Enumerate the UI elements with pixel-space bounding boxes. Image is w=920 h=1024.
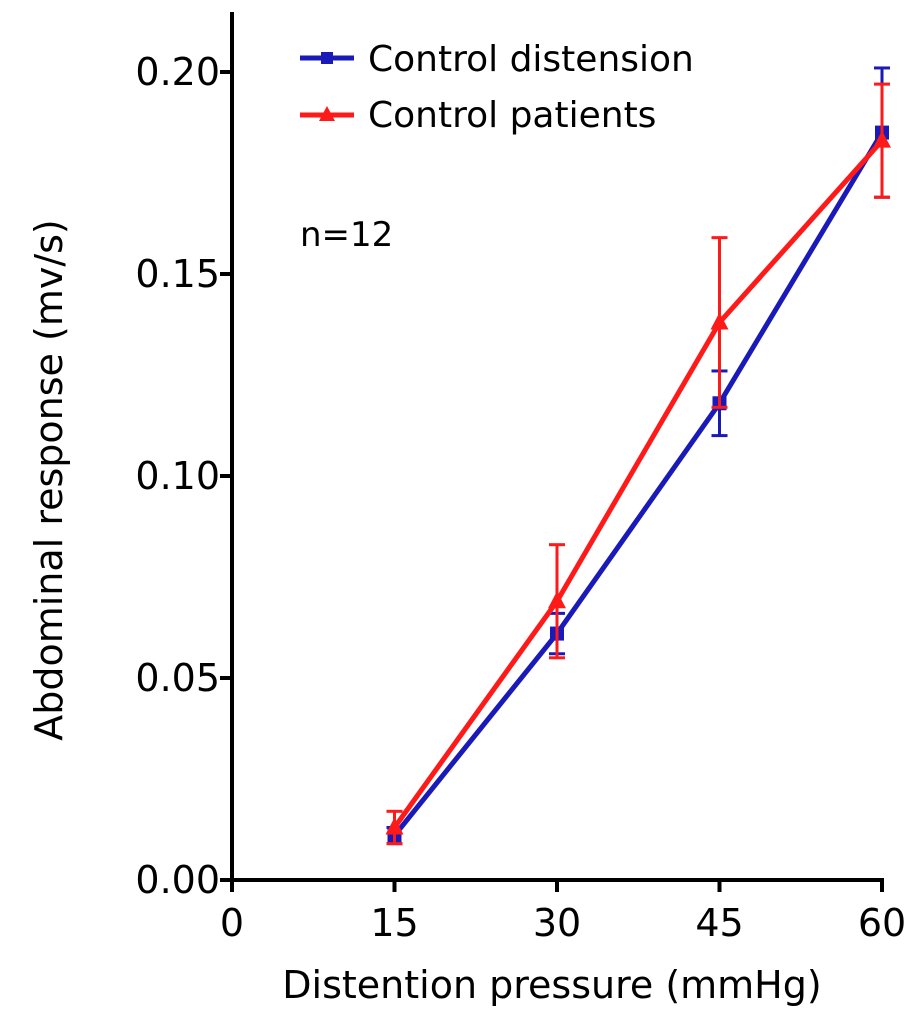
x-ticks: 0 15 30 45 60 xyxy=(220,880,906,945)
x-tick-label: 0 xyxy=(220,901,244,945)
legend-marker-triangle xyxy=(319,106,335,121)
y-ticks: 0.00 0.05 0.10 0.15 0.20 xyxy=(135,50,232,902)
x-tick-label: 30 xyxy=(533,901,581,945)
legend-label-control-patients: Control patients xyxy=(368,95,656,136)
data-point-triangle xyxy=(710,312,729,330)
x-tick-label: 45 xyxy=(695,901,743,945)
series-line xyxy=(392,139,884,829)
series-line xyxy=(392,131,885,838)
y-tick-label: 0.20 xyxy=(135,50,220,94)
y-tick-label: 0.00 xyxy=(135,858,220,902)
series-layer xyxy=(385,66,891,846)
y-tick-label: 0.10 xyxy=(135,454,220,498)
axes xyxy=(230,12,884,882)
data-point-triangle xyxy=(385,817,404,835)
x-tick-label: 15 xyxy=(370,901,418,945)
data-point-triangle xyxy=(548,591,566,609)
x-tick-label: 60 xyxy=(858,901,906,945)
legend-marker-square xyxy=(321,52,333,64)
legend-label-control-distension: Control distension xyxy=(368,39,694,80)
legend-item-control-patients: Control patients xyxy=(300,95,656,136)
y-axis-title: Abdominal response (mv/s) xyxy=(27,219,71,741)
y-tick-label: 0.15 xyxy=(135,252,220,296)
legend: Control distension Control patients xyxy=(300,39,694,136)
sample-size-annotation: n=12 xyxy=(300,215,393,255)
y-tick-label: 0.05 xyxy=(135,656,220,700)
series-control-patients xyxy=(385,82,891,846)
legend-item-control-distension: Control distension xyxy=(300,39,694,80)
series-control-distension xyxy=(386,66,890,846)
data-point-triangle xyxy=(873,130,891,148)
x-axis-title: Distention pressure (mmHg) xyxy=(282,963,821,1007)
